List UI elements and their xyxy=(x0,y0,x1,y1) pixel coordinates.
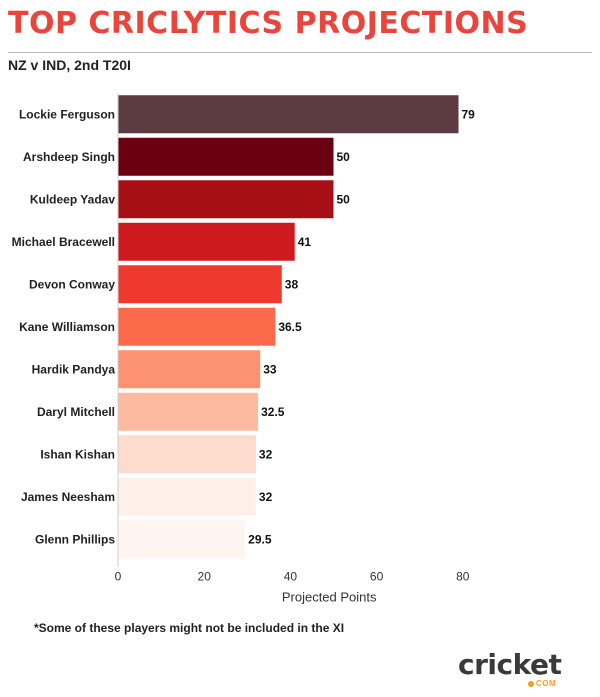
category-label: Kuldeep Yadav xyxy=(30,192,115,206)
x-tick-label: 40 xyxy=(284,570,298,584)
data-label: 29.5 xyxy=(248,532,272,546)
data-label: 50 xyxy=(337,192,351,206)
category-label: Devon Conway xyxy=(29,277,115,291)
category-label: Hardik Pandya xyxy=(32,362,116,376)
bar xyxy=(118,180,334,219)
category-label: Kane Williamson xyxy=(19,320,115,334)
category-label: Ishan Kishan xyxy=(40,447,115,461)
bar xyxy=(118,350,261,389)
data-label: 41 xyxy=(298,235,312,249)
category-label: Arshdeep Singh xyxy=(23,150,115,164)
chart-subtitle: NZ v IND, 2nd T20I xyxy=(8,57,131,73)
logo-wordmark: cricket xyxy=(458,648,562,681)
data-label: 32.5 xyxy=(261,405,285,419)
x-tick-label: 80 xyxy=(456,570,470,584)
data-label: 36.5 xyxy=(278,320,302,334)
bar-chart: Lockie Ferguson 79 Arshdeep Singh 50 Kuldeep… xyxy=(12,93,475,605)
footnote: *Some of these players might not be incl… xyxy=(34,621,345,635)
cricket-com-logo: cricket COM xyxy=(458,648,576,690)
data-label: 32 xyxy=(259,447,273,461)
bar xyxy=(118,95,459,134)
data-label: 32 xyxy=(259,490,273,504)
bar xyxy=(118,307,276,346)
category-label: Michael Bracewell xyxy=(12,235,115,249)
category-label: Lockie Ferguson xyxy=(19,107,115,121)
category-label: James Neesham xyxy=(21,490,115,504)
logo-dot xyxy=(528,681,534,687)
bar xyxy=(118,265,282,304)
bar xyxy=(118,137,334,176)
data-label: 33 xyxy=(263,362,277,376)
logo-suffix: COM xyxy=(536,679,557,688)
bar xyxy=(118,520,246,559)
data-label: 38 xyxy=(285,277,299,291)
chart-title: TOP CRICLYTICS PROJECTIONS xyxy=(8,6,529,41)
bar xyxy=(118,477,256,516)
x-tick-label: 20 xyxy=(198,570,212,584)
data-label: 50 xyxy=(337,150,351,164)
bar xyxy=(118,392,259,431)
x-axis-title: Projected Points xyxy=(282,590,377,605)
data-label: 79 xyxy=(461,107,475,121)
title-divider xyxy=(8,52,592,53)
x-tick-label: 60 xyxy=(370,570,384,584)
bar xyxy=(118,435,256,474)
bar xyxy=(118,222,295,261)
category-label: Glenn Phillips xyxy=(35,532,115,546)
category-label: Daryl Mitchell xyxy=(37,405,115,419)
x-tick-label: 0 xyxy=(115,570,122,584)
